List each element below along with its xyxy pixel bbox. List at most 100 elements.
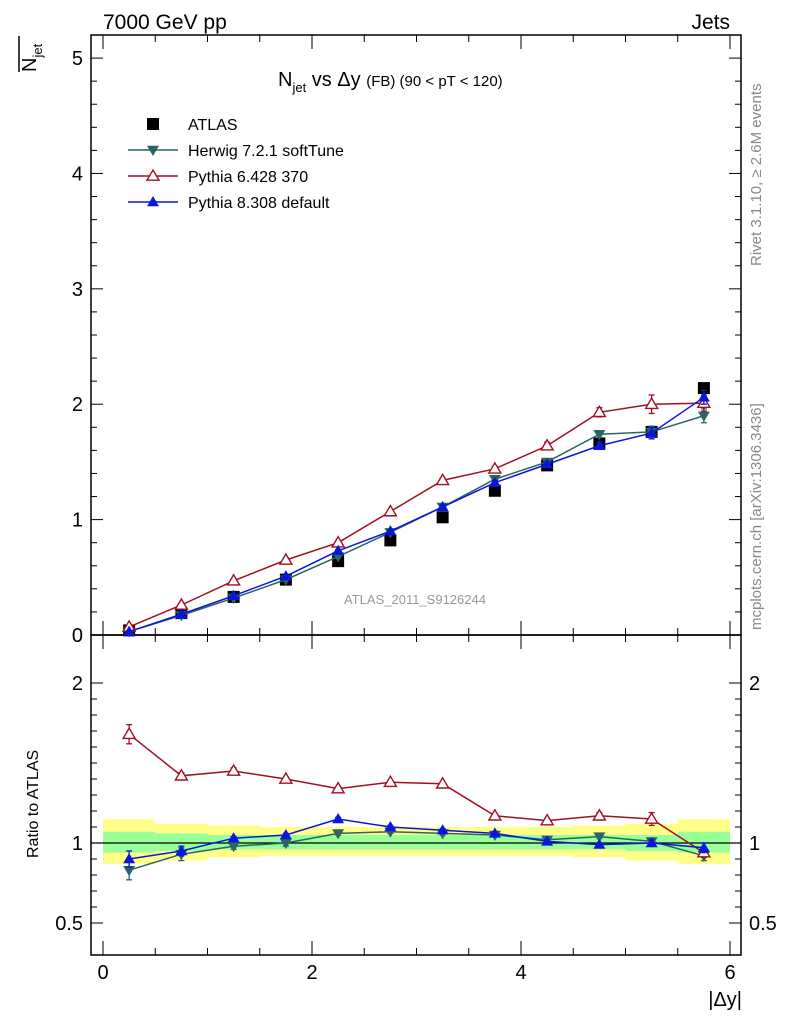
x-tick-label: 2 <box>306 962 317 984</box>
data-point <box>279 570 292 581</box>
data-point <box>487 461 503 474</box>
main-y-tick-label: 3 <box>72 279 83 301</box>
data-point <box>697 391 710 402</box>
data-point <box>593 430 606 441</box>
main-y-tick-label: 1 <box>72 510 83 532</box>
data-point <box>645 427 658 438</box>
data-point <box>435 776 450 789</box>
main-series <box>121 382 712 638</box>
data-point <box>332 829 345 840</box>
data-point <box>539 438 555 451</box>
ratio-y-tick-label: 2 <box>72 673 83 695</box>
band-inner-bin <box>103 831 156 853</box>
legend-marker <box>145 168 161 181</box>
legend-label: Pythia 8.308 default <box>188 195 330 212</box>
data-point <box>330 781 346 794</box>
ratio-y-tick-label-right: 1 <box>749 833 760 855</box>
data-point <box>436 824 449 835</box>
band-inner-bin <box>312 835 365 850</box>
data-point <box>123 625 136 636</box>
main-y-tick-label: 2 <box>72 394 83 416</box>
svg-text:Njet: Njet <box>19 43 45 72</box>
svg-text:Njet vs Δy (FB) (90 < pT < 120: Njet vs Δy (FB) (90 < pT < 120) <box>278 69 503 95</box>
data-point <box>697 411 710 422</box>
ratio-y-tick-label-right: 0.5 <box>749 913 777 935</box>
main-y-tick-label: 4 <box>72 163 83 185</box>
data-point <box>384 534 397 547</box>
data-point <box>644 811 659 824</box>
data-point <box>593 838 606 849</box>
data-point <box>174 597 189 610</box>
series-line <box>128 733 705 854</box>
header-right: Jets <box>691 11 730 34</box>
series-line <box>128 402 704 628</box>
data-point <box>488 484 501 497</box>
data-point <box>487 808 503 821</box>
band-inner-bin <box>364 835 417 850</box>
data-point <box>541 835 554 846</box>
x-tick-label: 0 <box>97 962 108 984</box>
data-point <box>593 832 606 843</box>
data-point <box>436 500 449 512</box>
band-inner-bin <box>468 835 521 850</box>
data-point <box>121 726 137 740</box>
ratio-frame <box>90 634 742 956</box>
axes: 0 1 2 3 4 5 0 2 4 6 0.5 0.5 1 1 2 2 <box>55 34 777 984</box>
data-point <box>383 504 398 517</box>
data-point <box>383 774 398 788</box>
main-plot-title: Njet vs Δy (FB) (90 < pT < 120) <box>278 69 503 95</box>
data-point <box>384 821 397 832</box>
data-point <box>174 768 189 781</box>
data-point <box>332 544 345 555</box>
series-line <box>129 818 704 860</box>
data-point <box>435 473 450 486</box>
data-point <box>384 525 397 536</box>
data-point <box>227 589 240 600</box>
data-point <box>278 552 294 565</box>
ratio-y-tick-label: 0.5 <box>55 913 83 935</box>
series-line <box>128 831 705 871</box>
data-point <box>278 771 294 784</box>
x-tick-label: 4 <box>515 962 526 984</box>
x-axis-label: |Δy| <box>708 989 742 1011</box>
rivet-version-text: Rivet 3.1.10, ≥ 2.6M events <box>748 84 765 267</box>
x-tick-label: 6 <box>724 962 735 984</box>
data-point <box>227 832 240 843</box>
main-y-tick-label: 0 <box>72 625 83 647</box>
analysis-watermark: ATLAS_2011_S9126244 <box>344 592 486 607</box>
ratio-series <box>121 723 712 881</box>
data-point <box>123 866 136 877</box>
data-point <box>436 511 449 524</box>
data-point <box>175 845 188 856</box>
data-point <box>593 439 606 450</box>
data-point <box>541 458 554 469</box>
main-y-tick-label: 5 <box>72 48 83 70</box>
legend-marker <box>147 145 159 156</box>
band-inner-bin <box>416 835 469 850</box>
header-left: 7000 GeV pp <box>103 11 227 34</box>
data-point <box>645 837 658 848</box>
ratio-y-axis-label: Ratio to ATLAS <box>25 750 42 858</box>
data-point <box>592 808 607 821</box>
band-inner-bin <box>155 833 208 851</box>
ratio-y-tick-label: 1 <box>72 833 83 855</box>
data-point <box>488 476 501 487</box>
data-point <box>697 841 710 852</box>
data-point <box>279 838 292 849</box>
data-point <box>227 842 240 853</box>
ratio-y-tick-label-right: 2 <box>749 673 760 695</box>
legend-label: ATLAS <box>188 117 238 134</box>
legend-label: Herwig 7.2.1 softTune <box>188 143 344 160</box>
data-point <box>488 827 501 838</box>
mcplots-credit-text: mcplots.cern.ch [arXiv:1306.3436] <box>748 403 765 630</box>
data-point <box>592 404 607 418</box>
legend-marker <box>147 118 159 130</box>
data-point <box>539 813 555 826</box>
data-point <box>175 608 188 619</box>
data-point <box>279 829 292 840</box>
data-point <box>697 382 710 395</box>
data-point <box>123 853 136 864</box>
data-point <box>226 573 241 586</box>
legend-marker <box>147 196 159 207</box>
